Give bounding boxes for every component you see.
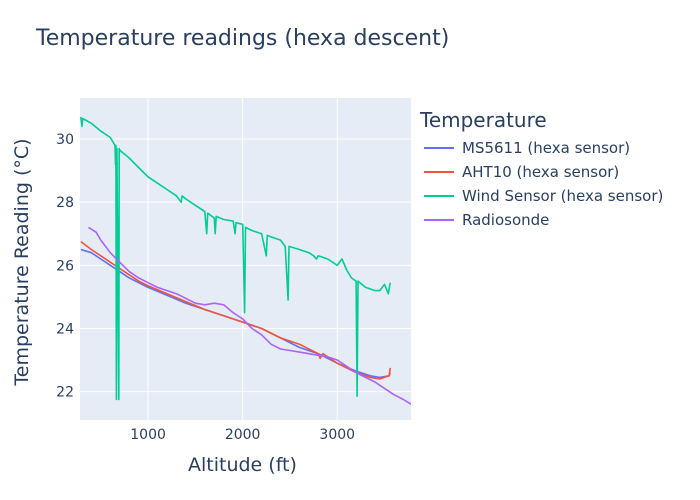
legend-label: Wind Sensor (hexa sensor) [462,187,664,205]
legend-title: Temperature [420,108,547,132]
x-tick-label: 2000 [225,427,261,443]
series-line-wind-sensor[interactable] [80,116,391,401]
legend-swatch-radiosonde [424,219,454,221]
x-axis-title: Altitude (ft) [188,454,297,476]
legend-item[interactable]: Radiosonde [420,208,663,232]
y-tick-label: 30 [56,132,74,148]
chart-title: Temperature readings (hexa descent) [36,26,450,51]
y-tick-label: 26 [56,258,74,274]
legend-item[interactable]: Wind Sensor (hexa sensor) [420,184,663,208]
series-layer [80,116,412,405]
gridlines [80,98,411,420]
legend-item[interactable]: MS5611 (hexa sensor) [420,136,663,160]
legend-swatch-ms5611 [424,147,454,149]
y-axis-title: Temperature Reading (°C) [11,138,33,386]
x-tick-label: 3000 [319,427,355,443]
series-line-radiosonde[interactable] [88,226,412,405]
y-tick-label: 28 [56,195,74,211]
legend-item[interactable]: AHT10 (hexa sensor) [420,160,663,184]
legend-label: AHT10 (hexa sensor) [462,163,620,181]
tick-labels: 1000 2000 3000 22 24 26 28 30 [56,132,355,443]
legend-label: Radiosonde [462,211,550,229]
legend-swatch-aht10 [424,171,454,173]
legend-label: MS5611 (hexa sensor) [462,139,631,157]
legend: Temperature MS5611 (hexa sensor) AHT10 (… [420,108,663,232]
legend-swatch-wind-sensor [424,195,454,197]
y-tick-label: 24 [56,321,74,337]
x-tick-label: 1000 [130,427,166,443]
y-tick-label: 22 [56,385,74,401]
